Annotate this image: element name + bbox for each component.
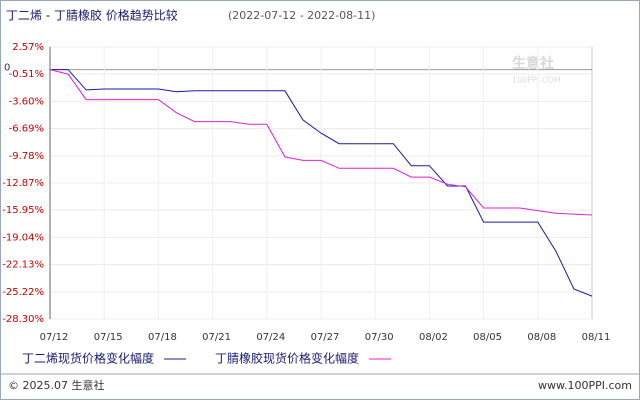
x-tick-label: 08/11 (582, 332, 611, 343)
x-tick-label: 07/30 (365, 332, 394, 343)
watermark: 生意社 (512, 55, 554, 72)
legend-label: 丁腈橡胶现货价格变化幅度 (215, 351, 359, 366)
x-tick-label: 08/08 (527, 332, 556, 343)
x-tick-label: 07/21 (202, 332, 231, 343)
y-tick-label: -22.13% (2, 260, 44, 271)
y-tick-label: -28.30% (2, 314, 44, 325)
x-tick-label: 07/18 (148, 332, 177, 343)
y-tick-label: -0.51% (9, 69, 44, 80)
y-tick-label: -15.95% (2, 205, 44, 216)
y-tick-label: -12.87% (2, 178, 44, 189)
x-tick-label: 08/02 (419, 332, 448, 343)
watermark-url: 100PPI.COM (512, 76, 561, 85)
series-line (49, 69, 593, 216)
chart-title: 丁二烯 - 丁腈橡胶 价格趋势比较 (6, 8, 178, 23)
chart-subtitle: (2022-07-12 - 2022-08-11) (228, 9, 375, 22)
x-tick-label: 07/27 (311, 332, 340, 343)
x-tick-label: 07/12 (40, 332, 69, 343)
y-tick-label: 2.57% (12, 42, 44, 53)
x-tick-label: 07/15 (94, 332, 123, 343)
y-tick-label: -3.60% (9, 96, 44, 107)
x-tick-label: 08/05 (473, 332, 502, 343)
footer-left: © 2025.07 生意社 (8, 378, 104, 392)
y-tick-label: 0 (4, 63, 10, 74)
series-line (50, 69, 593, 297)
y-tick-label: -6.69% (9, 124, 44, 135)
legend-label: 丁二烯现货价格变化幅度 (22, 351, 154, 366)
y-tick-label: -9.78% (9, 151, 44, 162)
y-tick-label: -25.22% (2, 287, 44, 298)
footer-right: www.100PPI.com (538, 379, 632, 392)
x-tick-label: 07/24 (256, 332, 285, 343)
y-tick-label: -19.04% (2, 232, 44, 243)
